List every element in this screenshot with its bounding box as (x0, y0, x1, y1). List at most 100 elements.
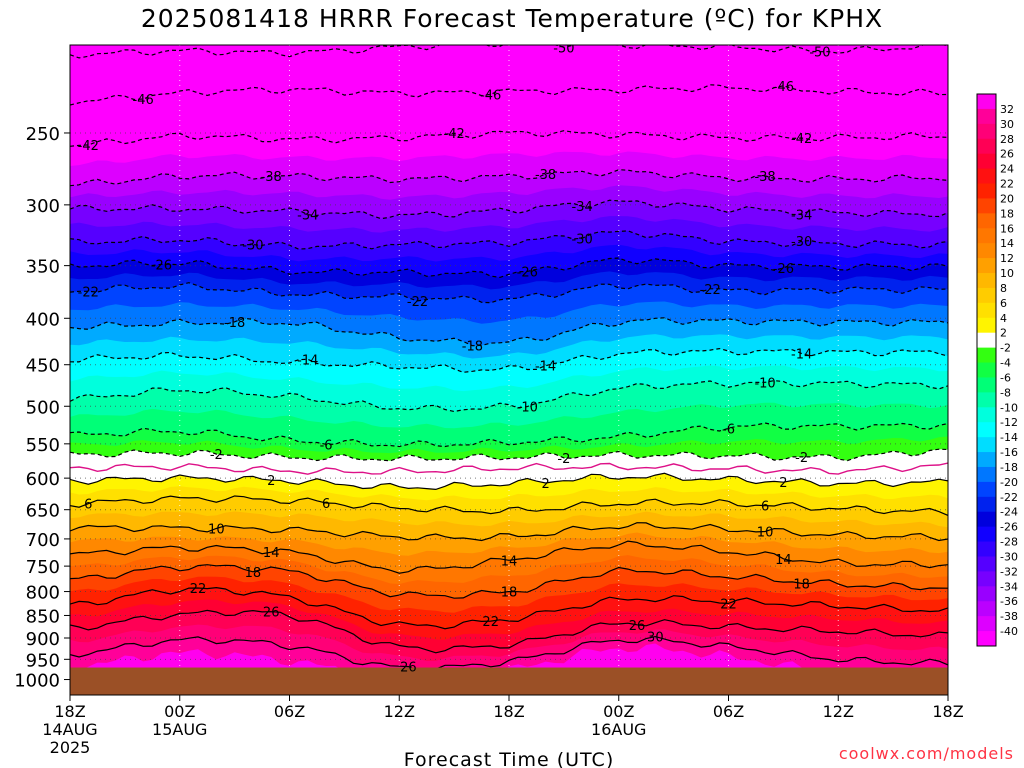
svg-text:22: 22 (720, 597, 737, 612)
isotherm-line (70, 45, 948, 59)
isotherm-line (70, 169, 948, 187)
isotherm-label: 22 (482, 615, 499, 630)
isotherm-label: 18 (245, 566, 262, 581)
isotherm-label: -42 (791, 132, 812, 147)
x-tick-label: 18Z (54, 702, 85, 721)
y-tick-label: 700 (26, 530, 60, 551)
colorbar-label: 22 (1000, 178, 1014, 191)
x-tick-label: 18Z (493, 702, 524, 721)
isotherm-label: 18 (501, 586, 518, 601)
svg-text:14: 14 (263, 546, 280, 561)
colorbar-frame (976, 93, 997, 647)
isotherm-label: 10 (757, 525, 774, 540)
x-tick-label: 16AUG (591, 720, 646, 739)
isotherm-label: 14 (501, 554, 518, 569)
isotherm-label: 14 (263, 546, 280, 561)
colorbar-swatch (977, 586, 996, 602)
svg-text:-14: -14 (535, 360, 556, 375)
isotherm-line (70, 586, 948, 630)
isotherm-label: 14 (775, 553, 792, 568)
isotherm-line (70, 130, 948, 147)
colorbar-label: -10 (1000, 401, 1018, 414)
isotherm-line (70, 317, 948, 347)
isotherm-line (70, 379, 948, 413)
isotherm-label: -38 (535, 168, 556, 183)
isotherm-line (70, 84, 948, 106)
colorbar-swatch (977, 347, 996, 364)
svg-text:-26: -26 (151, 258, 172, 273)
isotherm-line (70, 422, 948, 448)
x-tick-label: 06Z (274, 702, 305, 721)
colorbar-swatch (977, 123, 996, 140)
isotherm-label: -42 (444, 127, 465, 142)
y-tick-label: 850 (26, 606, 60, 627)
isotherm-label: -10 (517, 401, 538, 416)
isotherm-label: -18 (462, 340, 483, 355)
x-tick-label: 00Z (164, 702, 195, 721)
isotherm-label: -46 (480, 88, 501, 103)
chart-title: 2025081418 HRRR Forecast Temperature (ºC… (140, 4, 884, 33)
isotherm-line (70, 609, 948, 654)
isotherm-line (70, 522, 948, 542)
isotherm-label: 2 (779, 476, 787, 491)
y-tick-label: 650 (26, 501, 60, 522)
y-tick-label: 900 (26, 629, 60, 650)
colorbar-swatch (977, 228, 996, 244)
colorbar-label: -12 (1000, 416, 1018, 429)
x-tick-label: 2025 (50, 738, 91, 757)
isotherm-line (70, 448, 948, 462)
colorbar-swatch (977, 556, 996, 572)
colorbar-label: 6 (1000, 297, 1007, 310)
x-tick-label: 12Z (384, 702, 415, 721)
isotherm-label: -14 (535, 360, 556, 375)
isotherm-label: 10 (208, 523, 225, 538)
svg-text:-38: -38 (754, 170, 775, 185)
colorbar-label: -40 (1000, 625, 1018, 638)
svg-text:-34: -34 (297, 209, 318, 224)
credit-link[interactable]: coolwx.com/models (838, 744, 1014, 763)
colorbar-label: 26 (1000, 148, 1014, 161)
y-tick-label: 400 (26, 309, 60, 330)
svg-text:-38: -38 (261, 170, 282, 185)
colorbar-label: -36 (1000, 595, 1018, 608)
colorbar-swatch (977, 108, 996, 125)
colorbar-label: -30 (1000, 550, 1018, 563)
gridlines (70, 45, 948, 695)
svg-text:18: 18 (793, 577, 810, 592)
svg-text:2: 2 (267, 474, 275, 489)
x-tick-label: 00Z (603, 702, 634, 721)
isotherm-line (70, 257, 948, 279)
y-tick-label: 450 (26, 356, 60, 377)
isotherm-label: -26 (151, 258, 172, 273)
isotherm-label: 30 (647, 631, 664, 646)
isotherm-label: -50 (809, 46, 830, 61)
colorbar-label: 18 (1000, 207, 1014, 220)
colorbar-swatch (977, 437, 996, 453)
colorbar-swatch (977, 243, 996, 259)
colorbar-swatch (977, 287, 996, 304)
isotherm-labels: -50 -50 -46 -46 -46 -42 -42 -42 -38 -38 -38 -34 -34 -… (78, 45, 831, 675)
colorbar-label: -24 (1000, 506, 1018, 519)
isotherm-label: -38 (754, 170, 775, 185)
y-tick-label: 750 (26, 557, 60, 578)
isotherm-label: -34 (572, 200, 593, 215)
svg-text:-6: -6 (320, 438, 333, 453)
colorbar-swatch (977, 616, 996, 632)
isotherm-label: -46 (133, 93, 154, 108)
x-tick-label: 06Z (713, 702, 744, 721)
y-tick-label: 800 (26, 583, 60, 604)
isotherm-label: 22 (190, 582, 207, 597)
svg-text:22: 22 (482, 615, 499, 630)
isotherm-label: -38 (261, 170, 282, 185)
isotherm-label: -22 (407, 295, 428, 310)
svg-text:-30: -30 (572, 232, 593, 247)
svg-text:-26: -26 (517, 265, 538, 280)
colorbar-swatch (977, 481, 996, 498)
isotherm-label: -34 (297, 209, 318, 224)
isotherm-label: 6 (322, 497, 330, 512)
isotherm-label: 26 (400, 660, 417, 675)
isotherm-label: -14 (791, 348, 812, 363)
isotherm-line (70, 564, 948, 599)
colorbar-swatch (977, 332, 996, 349)
